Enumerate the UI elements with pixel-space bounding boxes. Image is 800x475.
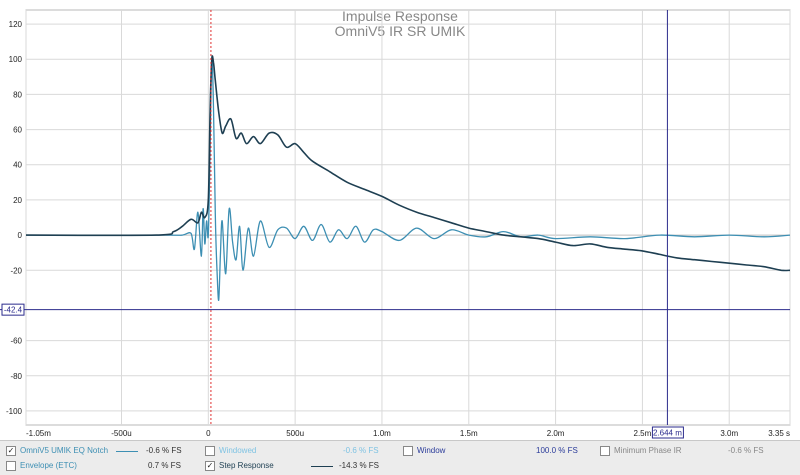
legend-value-notch: -0.6 % FS bbox=[146, 446, 182, 455]
y-tick-label: 100 bbox=[9, 55, 23, 64]
y-tick-label: 80 bbox=[13, 90, 22, 99]
chart-svg[interactable]: Impulse Response OmniV5 IR SR UMIK 120 10… bbox=[0, 0, 800, 440]
chart-title: Impulse Response bbox=[342, 8, 458, 24]
checkbox-notch[interactable]: ✓ bbox=[6, 446, 16, 456]
x-tick-label: 2.0m bbox=[547, 429, 565, 438]
checkbox-windowed[interactable] bbox=[205, 446, 215, 456]
legend-label-windowed: Windowed bbox=[219, 446, 257, 455]
legend-item-step-response[interactable]: ✓ Step Response -14.3 % FS bbox=[205, 459, 395, 473]
y-tick-label: 40 bbox=[13, 161, 22, 170]
y-tick-label: -20 bbox=[10, 266, 22, 275]
grid-lines bbox=[25, 9, 791, 426]
legend-value-minimum-phase: -0.6 % FS bbox=[728, 446, 764, 455]
legend-value-window: 100.0 % FS bbox=[536, 446, 578, 455]
chart-subtitle: OmniV5 IR SR UMIK bbox=[335, 23, 466, 39]
y-axis-ticks: 120 100 80 60 40 20 0 -20 -60 -80 -100 bbox=[6, 20, 23, 416]
cursor-x-readout: 2.644 m bbox=[653, 429, 682, 438]
legend-label-envelope: Envelope (ETC) bbox=[20, 461, 77, 470]
series-line-step-response bbox=[25, 55, 791, 272]
x-axis-ticks: -1.05m -500u 0 500u 1.0m 1.5m 2.0m 2.5m 3.0m 3.35… bbox=[26, 429, 790, 438]
legend-label-step-response: Step Response bbox=[219, 461, 274, 470]
y-tick-label: -60 bbox=[10, 337, 22, 346]
x-tick-label: 1.0m bbox=[373, 429, 391, 438]
legend-panel: ✓ OmniV5 UMIK EQ Notch -0.6 % FS Windowe… bbox=[0, 440, 800, 475]
legend-label-notch: OmniV5 UMIK EQ Notch bbox=[20, 446, 109, 455]
legend-value-step-response: -14.3 % FS bbox=[339, 461, 380, 470]
y-tick-label: 60 bbox=[13, 126, 22, 135]
impulse-response-plot[interactable]: Impulse Response OmniV5 IR SR UMIK 120 10… bbox=[0, 0, 800, 440]
plot-frame bbox=[25, 9, 791, 426]
x-tick-label: 0 bbox=[206, 429, 211, 438]
x-tick-label: 3.0m bbox=[720, 429, 738, 438]
x-tick-label: -500u bbox=[111, 429, 131, 438]
legend-item-window[interactable]: Window 100.0 % FS bbox=[403, 444, 593, 458]
series-line-eq-notch bbox=[26, 57, 791, 301]
legend-item-windowed[interactable]: Windowed -0.6 % FS bbox=[205, 444, 395, 458]
legend-item-minimum-phase[interactable]: Minimum Phase IR -0.6 % FS bbox=[600, 444, 795, 458]
cursor-y-readout-box bbox=[1, 303, 25, 316]
checkbox-step-response[interactable]: ✓ bbox=[205, 461, 215, 471]
checkbox-envelope[interactable] bbox=[6, 461, 16, 471]
checkbox-minimum-phase[interactable] bbox=[600, 446, 610, 456]
cursor-y-readout: -42.4 bbox=[4, 306, 23, 315]
legend-item-notch[interactable]: ✓ OmniV5 UMIK EQ Notch -0.6 % FS bbox=[6, 444, 196, 458]
legend-item-envelope[interactable]: Envelope (ETC) 0.7 % FS bbox=[6, 459, 196, 473]
x-tick-label: 500u bbox=[286, 429, 304, 438]
y-tick-label: 0 bbox=[18, 231, 23, 240]
x-tick-label: 1.5m bbox=[460, 429, 478, 438]
legend-swatch-notch bbox=[116, 451, 138, 452]
x-tick-label: -1.05m bbox=[26, 429, 51, 438]
legend-label-minimum-phase: Minimum Phase IR bbox=[614, 446, 682, 455]
legend-value-envelope: 0.7 % FS bbox=[148, 461, 181, 470]
x-tick-label: 2.5m bbox=[634, 429, 652, 438]
series-lines bbox=[25, 55, 791, 301]
y-tick-label: 20 bbox=[13, 196, 22, 205]
checkbox-window[interactable] bbox=[403, 446, 413, 456]
legend-value-windowed: -0.6 % FS bbox=[343, 446, 379, 455]
y-tick-label: 120 bbox=[9, 20, 23, 29]
y-tick-label: -80 bbox=[10, 372, 22, 381]
legend-swatch-step-response bbox=[311, 466, 333, 467]
y-tick-label: -100 bbox=[6, 407, 23, 416]
cursor-lines[interactable]: 2.644 m -42.4 bbox=[0, 10, 790, 439]
cursor-x-readout-box bbox=[651, 426, 684, 439]
legend-label-window: Window bbox=[417, 446, 446, 455]
x-tick-label: 3.35 s bbox=[768, 429, 790, 438]
